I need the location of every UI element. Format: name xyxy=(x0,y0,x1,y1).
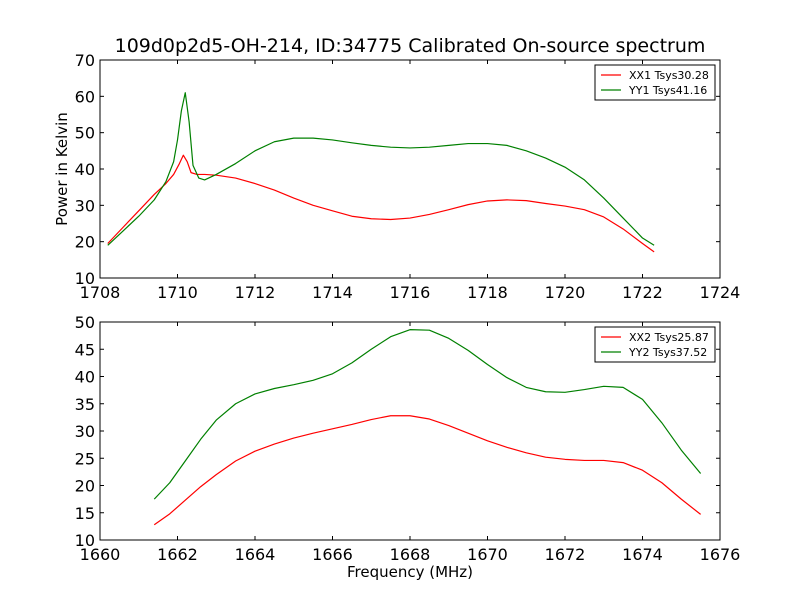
bottom-x-tick-label: 1672 xyxy=(545,545,586,564)
bottom-x-tick-label: 1674 xyxy=(622,545,663,564)
bottom-legend-label: YY2 Tsys37.52 xyxy=(628,346,707,359)
top-x-tick-label: 1722 xyxy=(622,283,663,302)
bottom-y-tick-label: 40 xyxy=(75,368,95,387)
bottom-y-tick-label: 50 xyxy=(75,313,95,332)
bottom-series-line-1 xyxy=(153,415,702,526)
top-y-tick-label: 10 xyxy=(75,269,95,288)
top-series-line-1 xyxy=(107,154,655,253)
top-x-tick-label: 1724 xyxy=(700,283,741,302)
top-y-tick-label: 20 xyxy=(75,233,95,252)
top-y-tick-label: 50 xyxy=(75,124,95,143)
bottom-x-tick-label: 1670 xyxy=(467,545,508,564)
top-x-tick-label: 1716 xyxy=(390,283,431,302)
top-plot: 1708 1710 1712 1714 1716 1718 1720 1722 1724 10 20… xyxy=(75,51,741,302)
bottom-x-tick-label: 1666 xyxy=(312,545,353,564)
bottom-x-tick-label: 1676 xyxy=(700,545,741,564)
bottom-y-tick-label: 35 xyxy=(75,395,95,414)
top-x-tick-label: 1710 xyxy=(157,283,198,302)
top-x-tick-label: 1718 xyxy=(467,283,508,302)
top-y-axis-label: Power in Kelvin xyxy=(53,112,71,226)
top-legend: XX1 Tsys30.28 YY1 Tsys41.16 xyxy=(594,64,716,101)
top-legend-box xyxy=(594,64,716,101)
top-legend-label: YY1 Tsys41.16 xyxy=(628,84,707,97)
top-y-tick-label: 70 xyxy=(75,51,95,70)
top-y-tick-label: 40 xyxy=(75,160,95,179)
bottom-y-tick-label: 20 xyxy=(75,477,95,496)
bottom-x-tick-label: 1668 xyxy=(390,545,431,564)
bottom-y-tick-label: 45 xyxy=(75,340,95,359)
bottom-legend-label: XX2 Tsys25.87 xyxy=(629,331,709,344)
bottom-x-tick-label: 1664 xyxy=(235,545,276,564)
top-x-tick-label: 1714 xyxy=(312,283,353,302)
bottom-x-tick-label: 1660 xyxy=(80,545,121,564)
top-series-line-2 xyxy=(107,92,655,246)
top-x-tick-label: 1708 xyxy=(80,283,121,302)
bottom-x-tick-label: 1662 xyxy=(157,545,198,564)
bottom-y-tick-label: 15 xyxy=(75,504,95,523)
bottom-y-tick-label: 30 xyxy=(75,422,95,441)
top-x-tick-label: 1712 xyxy=(235,283,276,302)
bottom-series-line-2 xyxy=(153,329,702,500)
bottom-legend: XX2 Tsys25.87 YY2 Tsys37.52 xyxy=(594,326,716,363)
bottom-plot: 1660 1662 1664 1666 1668 1670 1672 1674 1676 10 15… xyxy=(75,313,741,564)
top-y-tick-label: 30 xyxy=(75,196,95,215)
chart-title: 109d0p2d5-OH-214, ID:34775 Calibrated On… xyxy=(115,35,706,57)
bottom-legend-box xyxy=(594,326,716,363)
top-y-tick-label: 60 xyxy=(75,87,95,106)
bottom-y-tick-label: 10 xyxy=(75,531,95,550)
top-x-tick-label: 1720 xyxy=(545,283,586,302)
bottom-x-axis-label: Frequency (MHz) xyxy=(347,563,473,581)
bottom-y-tick-label: 25 xyxy=(75,449,95,468)
top-legend-label: XX1 Tsys30.28 xyxy=(629,69,709,82)
